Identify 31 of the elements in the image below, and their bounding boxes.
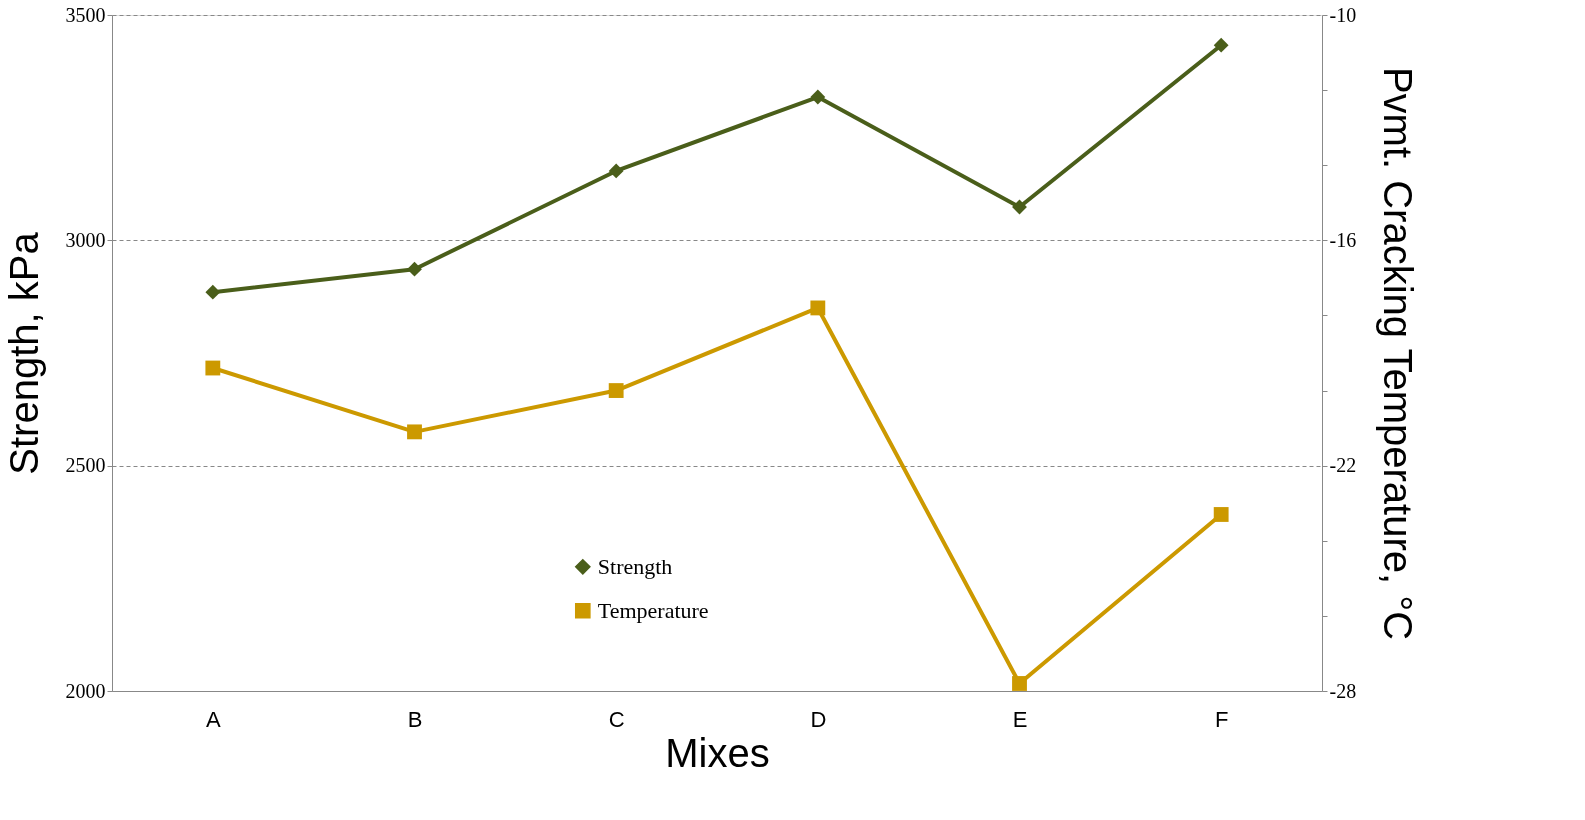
x-axis-title: Mixes [665, 730, 770, 775]
point [407, 261, 422, 277]
point [810, 89, 826, 105]
y2-tick-label: -10 [1329, 3, 1357, 26]
point [1213, 37, 1229, 53]
point [407, 424, 422, 440]
legend-label: Strength [597, 553, 673, 579]
x-tick-label: F [1214, 706, 1229, 732]
x-tick-label: C [608, 706, 625, 732]
y-tick-label: 2500 [65, 454, 106, 477]
legend-label: Temperature [597, 597, 709, 623]
x-tick-label: D [810, 706, 827, 732]
y-tick-label: 2000 [65, 679, 106, 702]
y2-tick-label: -16 [1329, 228, 1357, 251]
y2-axis-title: Pvmt. Cracking Temperature, °C [1376, 66, 1421, 641]
point [1012, 199, 1027, 215]
y2-tick-label: -28 [1329, 679, 1357, 702]
y2-tick-label: -22 [1329, 454, 1357, 477]
point [810, 300, 826, 316]
point [1213, 507, 1229, 522]
x-tick-label: A [205, 706, 221, 732]
x-tick-label: B [407, 706, 423, 732]
point [1012, 676, 1027, 691]
point [608, 163, 624, 179]
x-tick-label: E [1012, 706, 1028, 732]
point [205, 284, 221, 300]
y-axis-title: Strength, kPa [1, 231, 46, 475]
point [205, 360, 221, 376]
y-tick-label: 3000 [65, 228, 106, 251]
y-tick-label: 3500 [65, 3, 106, 26]
point [608, 383, 624, 398]
